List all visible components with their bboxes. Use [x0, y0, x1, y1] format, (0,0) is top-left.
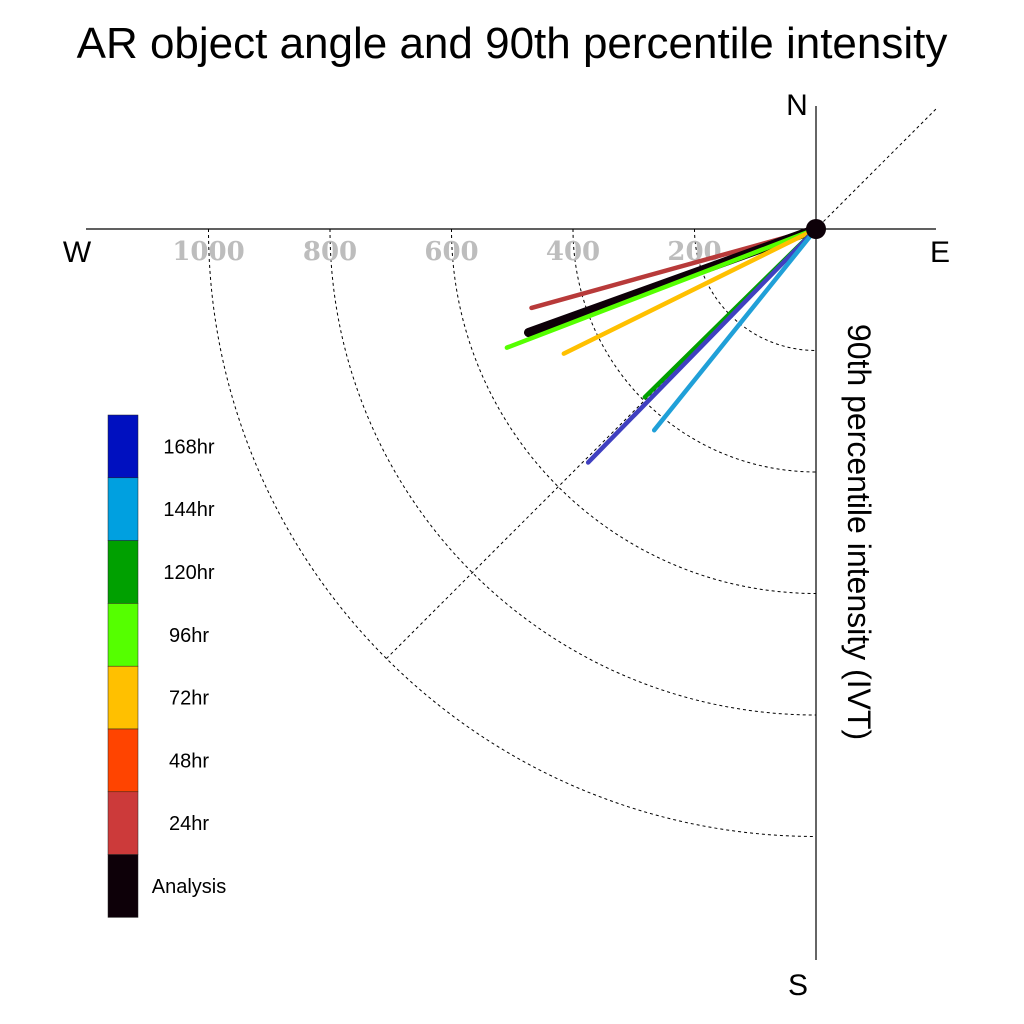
- grid-arc-400: [572, 228, 817, 473]
- legend-swatch: [107, 477, 139, 541]
- legend: 168hr 144hr 120hr 96hr 72hr 48hr 24hr Analysis: [107, 414, 226, 918]
- legend-swatch: [107, 665, 139, 730]
- series-line-96hr: [504, 226, 819, 350]
- grid-arc-600: [451, 228, 817, 594]
- radial-tick-label: 1000: [172, 237, 244, 267]
- legend-label: 72hr: [169, 688, 209, 710]
- legend-swatch: [107, 791, 139, 855]
- compass-south: S: [788, 969, 808, 1002]
- legend-label: 24hr: [169, 813, 209, 835]
- grid-arc-200: [694, 228, 817, 351]
- radial-axis-label: 90th percentile intensity (IVT): [841, 324, 877, 740]
- grid-arc-800: [329, 228, 817, 716]
- legend-swatch: [107, 540, 139, 604]
- legend-label: Analysis: [152, 876, 226, 898]
- radial-tick-label: 800: [303, 237, 357, 267]
- series-line-72hr: [561, 226, 819, 356]
- legend-label: 168hr: [163, 436, 214, 458]
- compass-north: N: [786, 89, 808, 122]
- series-line-168hr: [585, 226, 819, 465]
- legend-swatch: [107, 603, 139, 667]
- polar-grid: [208, 106, 939, 837]
- grid-arc-1000: [208, 228, 817, 837]
- series-line-144hr: [651, 226, 819, 433]
- compass-east: E: [930, 236, 950, 269]
- legend-swatch: [107, 414, 139, 479]
- legend-swatch: [107, 854, 139, 918]
- radial-tick-label: 400: [546, 237, 600, 267]
- compass-west: W: [63, 236, 92, 269]
- chart-title: AR object angle and 90th percentile inte…: [77, 19, 948, 68]
- legend-swatch: [107, 728, 139, 793]
- series-lines: [504, 224, 821, 465]
- legend-label: 120hr: [163, 562, 214, 584]
- legend-label: 96hr: [169, 625, 209, 647]
- legend-label: 48hr: [169, 750, 209, 772]
- legend-label: 144hr: [163, 499, 214, 521]
- origin-point: [806, 219, 826, 239]
- radial-tick-label: 600: [424, 237, 478, 267]
